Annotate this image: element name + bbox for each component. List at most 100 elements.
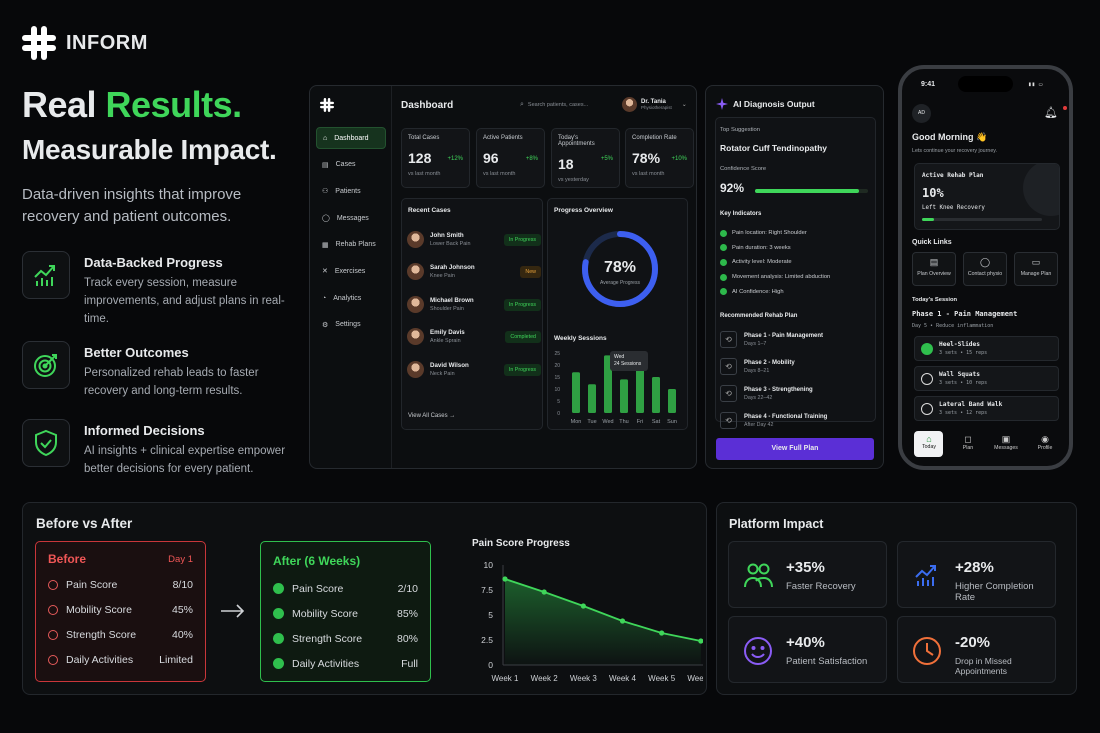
nav-label: Patients — [335, 187, 361, 195]
status-badge: In Progress — [503, 363, 541, 376]
panel-title: Weekly Sessions — [554, 335, 607, 342]
case-row[interactable]: Michael Brown Shoulder Pain In Progress — [407, 289, 545, 320]
user-icon: ◉ — [1041, 434, 1049, 444]
target-icon — [34, 354, 57, 377]
quick-links-title: Quick Links — [912, 239, 952, 246]
stat-card: Total Cases 128 +12% vs last month — [401, 128, 470, 188]
active-plan-card[interactable]: Active Rehab Plan 10% Left Knee Recovery — [914, 163, 1060, 230]
users-icon: ⚇ — [322, 188, 329, 196]
indicator-text: AI Confidence: High — [732, 288, 784, 295]
phase-item[interactable]: ⟲ Phase 2 - Mobility Days 8–21 — [720, 353, 870, 380]
sidebar-item-messages[interactable]: ◯ Messages — [316, 207, 386, 229]
circle-icon — [48, 629, 58, 640]
sidebar-item-settings[interactable]: ⚙ Settings — [316, 314, 386, 336]
x-tick-label: Fri — [637, 419, 643, 425]
tooltip-value: 24 Sessions — [614, 360, 642, 367]
tab-profile[interactable]: ◉ Profile — [1030, 434, 1060, 451]
avatar — [407, 361, 424, 378]
sidebar-item-dashboard[interactable]: ⌂ Dashboard — [316, 127, 386, 149]
user-menu[interactable]: Dr. Tania Physiotherapist ⌄ — [622, 97, 687, 112]
pain-score-chart: 10 7.5 5 2.5 0 Week 1 Week 2 Week 3 Week 4 Week 5… — [481, 560, 703, 683]
notification-dot — [1063, 106, 1067, 110]
users-icon — [744, 563, 773, 588]
quick-link-manage-plan[interactable]: ▭ Manage Plan — [1014, 252, 1058, 286]
x-tick-label: Week 6 — [687, 674, 703, 683]
avatar — [407, 263, 424, 280]
avatar[interactable]: AD — [912, 104, 931, 123]
y-tick-label: 15 — [554, 375, 560, 381]
circle-icon[interactable] — [921, 372, 933, 385]
exercise-item[interactable]: Lateral Band Walk 3 sets • 12 reps — [914, 396, 1059, 421]
area-fill — [505, 579, 701, 665]
sidebar-item-analytics[interactable]: ◔ Analytics — [316, 287, 386, 309]
brand-name: INFORM — [66, 31, 148, 54]
exercise-item[interactable]: Heel-Slides 3 sets • 15 reps — [914, 336, 1059, 361]
x-tick-label: Thu — [619, 419, 628, 425]
after-card: After (6 Weeks) Pain Score 2/10 Mobility … — [260, 541, 431, 682]
view-full-plan-button[interactable]: View Full Plan — [716, 438, 874, 460]
chat-icon: ◯ — [322, 215, 330, 223]
quick-link-contact-physio[interactable]: ◯ Contact physio — [963, 252, 1007, 286]
nav-label: Settings — [335, 321, 361, 329]
phase-icon: ⟲ — [720, 358, 737, 375]
chart-tooltip: Wed 24 Sessions — [610, 351, 648, 371]
y-tick-label: 10 — [484, 560, 494, 570]
quick-link-label: Plan Overview — [917, 271, 951, 277]
case-row[interactable]: John Smith Lower Back Pain In Progress — [407, 224, 545, 255]
sidebar-item-rehab-plans[interactable]: ▦ Rehab Plans — [316, 234, 386, 256]
check-icon — [720, 229, 727, 237]
top-suggestion-value: Rotator Cuff Tendinopathy — [720, 143, 828, 153]
metric-value: 40% — [171, 628, 193, 641]
case-name: David Wilson — [430, 362, 469, 369]
phase-item[interactable]: ⟲ Phase 4 - Functional Training After Day … — [720, 407, 870, 434]
phase-item[interactable]: ⟲ Phase 1 - Pain Management Days 1–7 — [720, 326, 870, 353]
case-row[interactable]: Emily Davis Ankle Sprain Completed — [407, 321, 545, 352]
check-icon — [273, 658, 284, 669]
case-condition: Shoulder Pain — [430, 306, 464, 312]
check-icon — [720, 288, 727, 296]
panel-title: Progress Overview — [554, 207, 613, 214]
indicator-text: Pain duration: 3 weeks — [732, 244, 791, 251]
user-name: Dr. Tania — [641, 99, 666, 105]
indicator-item: AI Confidence: High — [720, 284, 830, 299]
sidebar-item-cases[interactable]: ▤ Cases — [316, 154, 386, 176]
status-badge: New — [520, 265, 541, 278]
status-badge: Completed — [505, 330, 541, 343]
metric-value: 85% — [396, 607, 418, 620]
quick-link-plan-overview[interactable]: ▤ Plan Overview — [912, 252, 956, 286]
tab-plan[interactable]: ◻ Plan — [953, 434, 983, 451]
y-tick-label: 2.5 — [481, 635, 493, 645]
exercise-item[interactable]: Wall Squats 3 sets • 10 reps — [914, 366, 1059, 391]
x-tick-label: Week 2 — [531, 674, 559, 683]
smile-icon — [744, 637, 772, 665]
calendar-icon: ▭ — [1031, 257, 1041, 267]
metric-row: Pain Score 8/10 — [48, 572, 193, 597]
page-title: Dashboard — [401, 100, 454, 111]
feature-desc: Personalized rehab leads to faster recov… — [84, 367, 259, 397]
progress-ring — [582, 231, 658, 307]
metric-row: Mobility Score 45% — [48, 597, 193, 622]
clipboard-icon: ▦ — [322, 241, 329, 249]
view-all-cases-link[interactable]: View All Cases → — [408, 413, 456, 419]
data-point — [502, 576, 508, 582]
sidebar-item-exercises[interactable]: ✕ Exercises — [316, 260, 386, 282]
check-icon — [273, 633, 284, 644]
metric-name: Strength Score — [66, 628, 137, 641]
tab-messages[interactable]: ▣ Messages — [991, 434, 1021, 451]
circle-icon[interactable] — [921, 402, 933, 415]
quick-link-label: Manage Plan — [1020, 271, 1052, 277]
check-icon[interactable] — [921, 342, 933, 355]
stat-sub: vs last month — [632, 171, 665, 177]
tab-today[interactable]: ⌂ Today — [914, 434, 944, 450]
sidebar-item-patients[interactable]: ⚇ Patients — [316, 180, 386, 202]
phase-item[interactable]: ⟲ Phase 3 - Strengthening Days 22–42 — [720, 380, 870, 407]
chart-up-icon — [915, 565, 936, 586]
x-tick-label: Wed — [602, 419, 613, 425]
shield-check-icon — [35, 429, 57, 457]
case-row[interactable]: Sarah Johnson Knee Pain New — [407, 256, 545, 287]
case-row[interactable]: David Wilson Neck Pain In Progress — [407, 354, 545, 385]
bell-icon[interactable]: 🔔︎ — [1044, 106, 1058, 119]
section-title: Recommended Rehab Plan — [720, 313, 798, 319]
exercise-sets: 3 sets • 15 reps — [939, 350, 988, 356]
search-input[interactable]: ⌕ Search patients, cases... — [520, 97, 620, 113]
